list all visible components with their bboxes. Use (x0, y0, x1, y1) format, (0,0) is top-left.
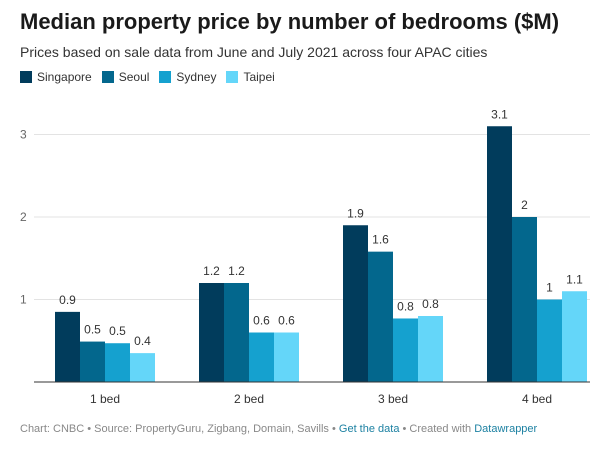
bar-sydney-1-bed (105, 343, 130, 382)
bar-taipei-3-bed (418, 316, 443, 382)
legend-item-taipei: Taipei (226, 70, 275, 84)
bar-singapore-2-bed (199, 283, 224, 382)
data-label-sydney-3-bed: 0.8 (397, 299, 414, 313)
data-label-sydney-1-bed: 0.5 (109, 324, 126, 338)
y-tick-label-2: 2 (20, 210, 27, 224)
bar-taipei-1-bed (130, 353, 155, 382)
bar-singapore-1-bed (55, 311, 80, 382)
bar-taipei-4-bed (562, 291, 587, 382)
legend-item-singapore: Singapore (20, 70, 92, 84)
x-tick-label-3-bed: 3 bed (378, 392, 408, 406)
legend-item-seoul: Seoul (101, 70, 150, 84)
footer-source: Chart: CNBC • Source: PropertyGuru, Zigb… (20, 423, 336, 435)
data-label-singapore-1-bed: 0.9 (59, 293, 76, 307)
x-tick-label-2-bed: 2 bed (234, 392, 264, 406)
legend-item-sydney: Sydney (159, 70, 216, 84)
bar-sydney-3-bed (393, 318, 418, 382)
x-tick-label-1-bed: 1 bed (90, 392, 120, 406)
legend-label-sydney: Sydney (176, 70, 217, 84)
y-tick-label-1: 1 (20, 293, 27, 307)
bar-seoul-3-bed (368, 251, 393, 382)
bar-singapore-4-bed (487, 126, 512, 382)
chart-title: Median property price by number of bedro… (20, 9, 560, 34)
data-label-seoul-2-bed: 1.2 (228, 264, 245, 278)
legend-label-taipei: Taipei (243, 70, 275, 84)
legend-swatch-seoul (101, 71, 114, 83)
bar-sydney-4-bed (537, 299, 562, 382)
data-label-seoul-1-bed: 0.5 (84, 323, 101, 337)
bar-chart: 1 2 3 0.9 0.5 0.5 0.4 1 bed 1.2 1.2 0.6 0.6 2 bed 1.9… (20, 107, 590, 406)
bar-seoul-2-bed (224, 283, 249, 382)
chart-footer: Chart: CNBC • Source: PropertyGuru, Zigb… (20, 423, 537, 435)
legend-swatch-singapore (20, 71, 32, 83)
bar-taipei-2-bed (274, 332, 299, 382)
bar-seoul-1-bed (80, 341, 105, 382)
bar-singapore-3-bed (343, 225, 368, 382)
y-tick-label-3: 3 (20, 128, 27, 142)
legend-swatch-taipei (226, 71, 239, 83)
legend-label-singapore: Singapore (37, 70, 92, 84)
legend: Singapore Seoul Sydney Taipei (20, 70, 275, 84)
footer-created-with: • Created with (402, 423, 472, 435)
legend-label-seoul: Seoul (118, 70, 150, 84)
bar-seoul-4-bed (512, 217, 537, 382)
data-label-seoul-3-bed: 1.6 (372, 233, 389, 247)
data-label-taipei-3-bed: 0.8 (422, 297, 439, 311)
data-label-taipei-2-bed: 0.6 (278, 314, 295, 328)
legend-swatch-sydney (159, 71, 172, 83)
data-label-taipei-4-bed: 1.1 (566, 272, 583, 286)
data-label-singapore-2-bed: 1.2 (203, 264, 220, 278)
chart-subtitle: Prices based on sale data from June and … (20, 44, 488, 60)
data-label-singapore-3-bed: 1.9 (347, 206, 364, 220)
datawrapper-link[interactable]: Datawrapper (474, 423, 538, 435)
data-label-sydney-2-bed: 0.6 (253, 314, 270, 328)
x-tick-label-4-bed: 4 bed (522, 392, 552, 406)
data-label-singapore-4-bed: 3.1 (491, 107, 508, 121)
bar-sydney-2-bed (249, 332, 274, 382)
data-label-taipei-1-bed: 0.4 (134, 334, 151, 348)
data-label-sydney-4-bed: 1 (546, 281, 553, 295)
data-label-seoul-4-bed: 2 (521, 198, 528, 212)
get-the-data-link[interactable]: Get the data (338, 423, 400, 435)
